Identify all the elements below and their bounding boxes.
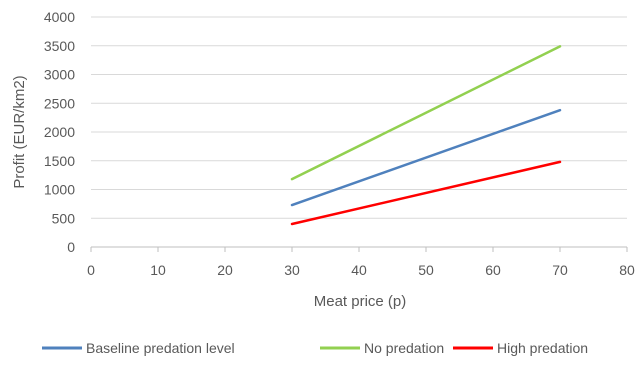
x-tick-label: 40 [351, 262, 367, 278]
series-line-0 [290, 108, 562, 207]
series-line-1 [290, 45, 562, 181]
y-tick-label: 3500 [44, 38, 75, 54]
y-tick-label: 500 [52, 210, 76, 226]
y-axis-label: Profit (EUR/km2) [11, 75, 28, 188]
x-axis-label: Meat price (p) [314, 293, 407, 310]
legend-label: High predation [497, 340, 588, 356]
y-tick-label: 2000 [44, 124, 75, 140]
series-lines [290, 45, 562, 226]
y-tick-label: 1500 [44, 153, 75, 169]
y-tick-label: 2500 [44, 95, 75, 111]
x-tick-label: 50 [418, 262, 434, 278]
gridlines [91, 16, 627, 219]
legend-label: Baseline predation level [86, 340, 235, 356]
legend-label: No predation [364, 340, 444, 356]
x-tick-label: 70 [552, 262, 568, 278]
series-line-2 [290, 160, 562, 226]
axis-labels: Profit (EUR/km2) Meat price (p) [11, 75, 406, 310]
x-tick-label: 60 [485, 262, 501, 278]
x-tick-label: 30 [284, 262, 300, 278]
x-tick-label: 0 [87, 262, 95, 278]
x-tick-label: 20 [217, 262, 233, 278]
y-tick-label: 3000 [44, 67, 75, 83]
y-tick-label: 4000 [44, 9, 75, 25]
x-tick-label: 10 [150, 262, 166, 278]
y-tick-label: 1000 [44, 182, 75, 198]
x-tick-label: 80 [619, 262, 635, 278]
y-tick-label: 0 [67, 239, 75, 255]
legend: Baseline predation level No predation High… [42, 340, 588, 356]
axes: 0 500 1000 1500 2000 2500 3000 3500 4000 0 10 20 30 4… [44, 9, 635, 278]
